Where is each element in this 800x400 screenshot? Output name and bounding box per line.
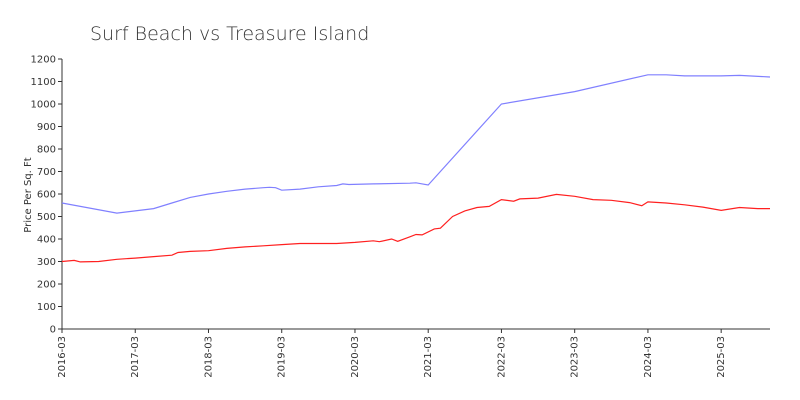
y-tick-label: 200 [37, 280, 56, 291]
chart-title: Surf Beach vs Treasure Island [90, 23, 369, 45]
line [61, 74, 771, 214]
x-tick-label: 2017-03 [130, 336, 141, 378]
y-tick-label: 1100 [31, 77, 56, 88]
y-axis-label: Price Per Sq. Ft [23, 157, 34, 232]
y-tick-label: 300 [37, 257, 56, 268]
y-tick-label: 0 [50, 325, 56, 336]
x-tick-label: 2024-03 [643, 336, 654, 378]
y-tick-label: 1200 [31, 55, 56, 66]
y-tick-label: 700 [37, 167, 56, 178]
x-tick-label: 2025-03 [716, 336, 727, 378]
y-tick-label: 600 [37, 190, 56, 201]
x-tick-label: 2016-03 [57, 336, 68, 378]
y-tick-label: 400 [37, 235, 56, 246]
y-tick-label: 800 [37, 145, 56, 156]
x-tick-label: 2022-03 [496, 336, 507, 378]
y-tick-label: 1000 [31, 100, 56, 111]
x-tick-label: 2018-03 [203, 336, 214, 378]
line [61, 193, 770, 263]
y-tick-label: 500 [37, 212, 56, 223]
x-tick-label: 2023-03 [570, 336, 581, 378]
y-tick-label: 100 [37, 302, 56, 313]
x-tick-label: 2020-03 [350, 336, 361, 378]
x-tick-label: 2019-03 [277, 336, 288, 378]
y-tick-label: 900 [37, 122, 56, 133]
x-tick-label: 2021-03 [423, 336, 434, 378]
